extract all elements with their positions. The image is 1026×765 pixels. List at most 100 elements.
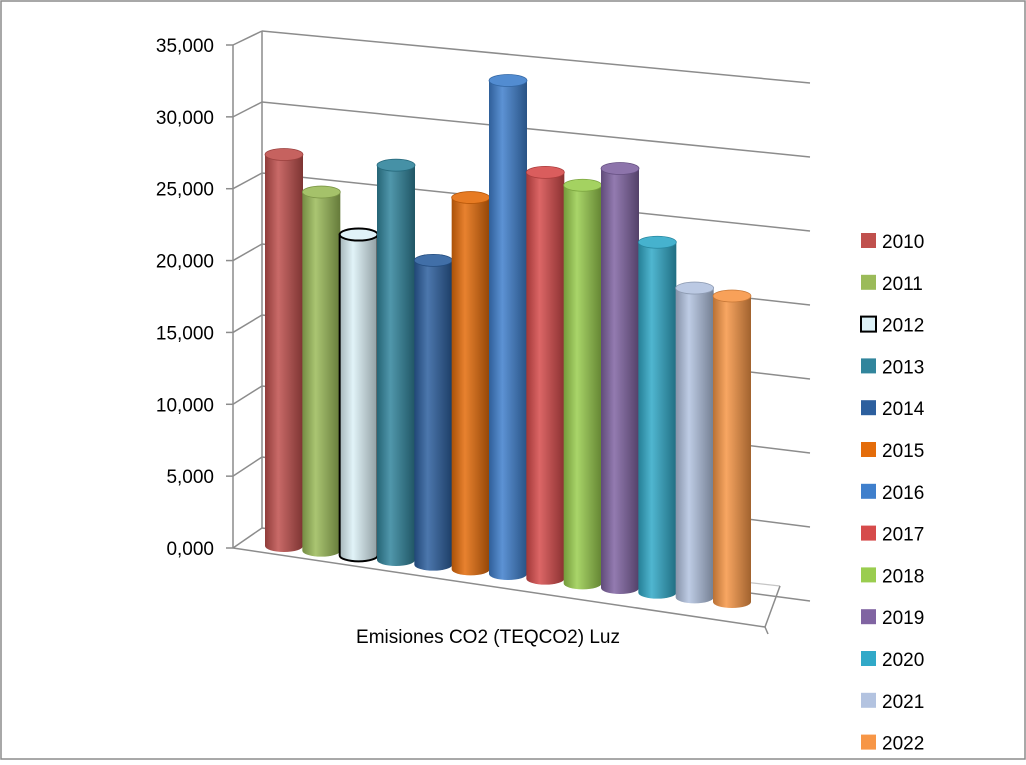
legend-label: 2014	[882, 399, 925, 420]
bar-body	[489, 80, 527, 580]
bar-2018	[563, 178, 603, 590]
legend-item: 2016	[861, 483, 924, 504]
bar-2022	[712, 289, 752, 608]
y-axis-tick-label: 20,000	[156, 252, 214, 273]
legend-item: 2014	[861, 399, 925, 420]
bar-2015	[451, 191, 491, 576]
bar-2011	[301, 185, 341, 557]
bar-body	[601, 168, 639, 594]
bar-top	[637, 235, 677, 249]
bar-2017	[525, 165, 565, 585]
bar-2010	[264, 148, 304, 553]
bar-top	[563, 178, 603, 192]
bar-top	[338, 227, 379, 242]
floor-front-edge	[232, 547, 766, 628]
legend-swatch	[861, 233, 876, 248]
bar-2021	[675, 281, 715, 604]
legend-item: 2011	[861, 274, 923, 295]
bar-top	[376, 158, 416, 172]
floor-right-edge	[764, 585, 781, 628]
legend-label: 2022	[882, 734, 924, 755]
bar-body	[451, 197, 490, 576]
legend-item: 2021	[861, 692, 924, 713]
x-axis-category-label: Emisiones CO2 (TEQCO2) Luz	[356, 627, 620, 648]
legend-label: 2017	[882, 525, 924, 546]
bar-top	[413, 253, 453, 267]
bar-body	[563, 185, 602, 590]
side-wall-gridline	[232, 527, 263, 549]
legend-label: 2016	[882, 483, 924, 504]
side-wall-gridline	[232, 243, 263, 262]
side-wall-gridline	[232, 456, 263, 477]
y-axis-tick-label: 15,000	[156, 323, 214, 344]
bar-top	[301, 185, 341, 199]
legend-item: 2020	[861, 650, 924, 671]
y-axis-tick-label: 0,000	[166, 539, 214, 560]
bar-top	[712, 289, 752, 303]
legend-label: 2013	[882, 357, 924, 378]
bar-2012	[338, 227, 379, 563]
legend-item: 2022	[861, 734, 924, 755]
bar-top	[264, 148, 304, 161]
legend-swatch	[861, 274, 876, 290]
side-wall-gridline	[232, 172, 263, 190]
legend-swatch	[861, 734, 876, 750]
bar-2016	[488, 74, 528, 580]
bar-body	[713, 296, 751, 608]
legend-item: 2012	[860, 315, 924, 337]
bar-2020	[637, 235, 677, 599]
bar-body	[526, 172, 565, 585]
legend-item: 2018	[861, 566, 924, 587]
legend-swatch	[861, 651, 876, 666]
bar-body	[265, 154, 303, 553]
bar-body	[302, 192, 341, 557]
bar-top	[600, 162, 640, 175]
bar-body	[638, 242, 677, 599]
legend-label: 2010	[882, 232, 924, 253]
side-wall-gridline	[232, 385, 263, 405]
x-axis-tick	[764, 626, 769, 635]
back-wall-gridline	[261, 30, 811, 84]
legend-label: 2018	[882, 566, 924, 587]
y-axis-tick-label: 35,000	[156, 36, 214, 57]
bar-2013	[376, 158, 416, 566]
y-axis-tick-label: 25,000	[156, 180, 214, 201]
bar-top	[525, 165, 565, 179]
legend-swatch	[861, 400, 876, 416]
bar-body	[675, 288, 714, 604]
legend-swatch	[861, 525, 876, 541]
legend-swatch	[861, 609, 876, 625]
bar-2019	[600, 162, 640, 594]
legend-item: 2013	[861, 357, 924, 378]
side-wall-gridline	[232, 30, 263, 46]
legend-label: 2012	[882, 316, 924, 337]
legend-item: 2019	[861, 608, 924, 629]
legend-swatch	[861, 442, 876, 457]
legend-label: 2021	[882, 692, 924, 713]
y-axis-tick-label: 30,000	[156, 108, 214, 129]
legend-label: 2015	[882, 441, 924, 462]
y-axis-tick-label: 5,000	[166, 467, 214, 488]
side-wall-gridline	[232, 314, 263, 334]
bar-body	[377, 165, 415, 566]
bar-top	[675, 281, 715, 295]
bar-top	[488, 74, 528, 87]
legend-item: 2010	[861, 232, 924, 253]
legend-swatch	[860, 315, 877, 333]
back-wall-gridline	[261, 101, 811, 158]
bar-2014	[413, 253, 453, 571]
bar-body	[414, 260, 453, 571]
y-axis-tick-label: 10,000	[156, 395, 214, 416]
legend-label: 2011	[882, 274, 923, 295]
legend-item: 2015	[861, 441, 924, 462]
legend-label: 2019	[882, 608, 924, 629]
bar-body	[338, 233, 379, 563]
legend-item: 2017	[861, 525, 924, 546]
side-wall-gridline	[232, 101, 263, 118]
legend-label: 2020	[882, 650, 924, 671]
legend-swatch	[861, 483, 876, 499]
bar-top	[451, 191, 491, 204]
legend-swatch	[861, 567, 876, 583]
